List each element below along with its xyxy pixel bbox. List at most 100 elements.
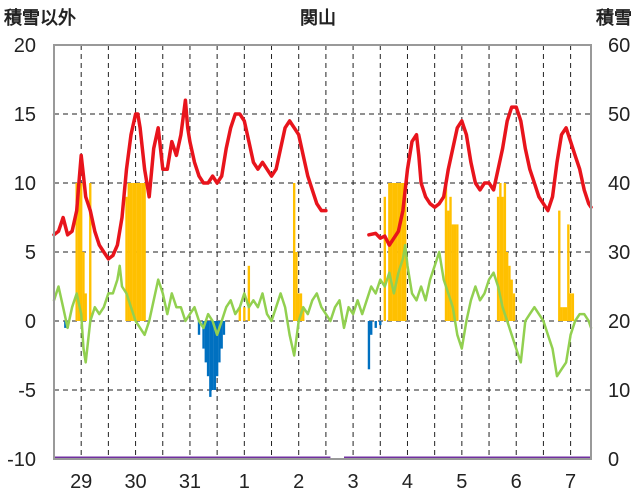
right-tick-labels: 0 10 20 30 40 50 60 xyxy=(608,35,630,471)
right-tick-label: 20 xyxy=(608,311,630,333)
snowfall-bar xyxy=(569,293,572,321)
left-axis-label: 積雪以外 xyxy=(3,7,76,29)
day-tick-label: 6 xyxy=(511,471,522,493)
negative-bar xyxy=(379,321,382,326)
snowfall-bar xyxy=(77,183,81,321)
negative-bar xyxy=(370,321,373,335)
negative-bar xyxy=(202,321,205,349)
snowfall-bar xyxy=(390,183,393,321)
negative-bar xyxy=(209,321,212,397)
snowfall-bar xyxy=(501,196,504,321)
snowfall-bar xyxy=(453,224,457,321)
snowfall-bar xyxy=(299,293,303,321)
snowfall-bar xyxy=(138,183,142,321)
negative-bar xyxy=(215,321,219,377)
snowfall-bar xyxy=(444,183,448,321)
day-tick-label: 2 xyxy=(293,471,304,493)
negative-bar xyxy=(222,321,226,335)
snowfall-bar xyxy=(247,265,251,321)
snowfall-bar xyxy=(558,210,561,321)
temperature-line xyxy=(52,243,593,378)
left-tick-label: 0 xyxy=(25,311,36,333)
snowfall-bar xyxy=(143,183,146,321)
snowfall-bar xyxy=(292,183,296,321)
snowfall-bar xyxy=(397,183,400,321)
negative-bars xyxy=(64,321,382,397)
negative-bar xyxy=(367,321,371,370)
snowfall-bar xyxy=(84,293,87,321)
snowfall-bar xyxy=(238,307,241,321)
snowfall-bar xyxy=(295,252,298,321)
chart-title: 関山 xyxy=(300,8,336,29)
negative-bar xyxy=(220,321,223,349)
right-tick-label: 0 xyxy=(608,449,619,471)
snowfall-bar xyxy=(82,252,85,321)
snowfall-bar xyxy=(451,224,454,321)
snowfall-bar xyxy=(399,183,402,321)
snow_depth_b-line xyxy=(367,105,593,247)
left-tick-label: 5 xyxy=(25,242,36,264)
left-tick-label: -5 xyxy=(18,380,36,402)
left-tick-label: -10 xyxy=(7,449,36,471)
negative-bar xyxy=(204,321,207,363)
day-tick-label: 31 xyxy=(179,471,201,493)
day-tick-label: 1 xyxy=(239,471,250,493)
negative-bar xyxy=(197,321,201,335)
snowfall-bar xyxy=(449,196,452,321)
snowfall-bar xyxy=(383,196,386,321)
snowfall-bar xyxy=(567,224,570,321)
negative-bar xyxy=(218,321,221,363)
snowfall-bar xyxy=(560,307,563,321)
snowfall-bar xyxy=(136,183,140,321)
right-tick-label: 30 xyxy=(608,242,630,264)
right-tick-label: 60 xyxy=(608,35,630,57)
snowfall-bar xyxy=(388,183,391,321)
negative-bar xyxy=(211,321,214,390)
snowfall-bar xyxy=(129,183,133,321)
right-tick-label: 10 xyxy=(608,380,630,402)
negative-bar xyxy=(213,321,217,390)
day-tick-label: 30 xyxy=(124,471,146,493)
snowfall-bar xyxy=(505,252,509,321)
snowfall-bar xyxy=(499,183,502,321)
snowfall-bar xyxy=(512,293,516,321)
snowfall-bar xyxy=(141,183,144,321)
snowfall-bar xyxy=(508,265,511,321)
snowfall-bar xyxy=(564,307,568,321)
snowfall-bar xyxy=(89,183,92,321)
snowfall-bar xyxy=(503,183,507,321)
snowfall-bar xyxy=(496,196,500,321)
snowfall-bar xyxy=(297,293,300,321)
snowfall-bar xyxy=(394,183,398,321)
left-tick-label: 20 xyxy=(14,35,36,57)
day-tick-label: 5 xyxy=(456,471,467,493)
negative-bar xyxy=(206,321,210,377)
snowfall-bar xyxy=(456,224,459,321)
snowfall-bar xyxy=(571,293,575,321)
day-tick-label: 3 xyxy=(348,471,359,493)
snowfall-bar xyxy=(447,210,450,321)
snowfall-bar xyxy=(243,307,246,321)
grid-lines xyxy=(54,45,591,459)
snowfall-bar xyxy=(127,183,130,321)
right-tick-label: 40 xyxy=(608,173,630,195)
right-tick-label: 50 xyxy=(608,104,630,126)
snowfall-bar xyxy=(132,183,135,321)
snow_depth-line xyxy=(52,98,328,261)
day-tick-labels: 29 30 31 1 2 3 4 5 6 7 xyxy=(70,471,576,493)
snowfall-bar xyxy=(134,183,137,321)
negative-bar xyxy=(64,321,67,328)
plot-frame xyxy=(53,44,592,460)
snowfall-bar xyxy=(125,196,128,321)
day-tick-label: 4 xyxy=(402,471,413,493)
snowfall-bar xyxy=(80,183,83,321)
right-axis-label: 積雪 xyxy=(595,7,632,29)
left-tick-label: 10 xyxy=(14,173,36,195)
negative-bar xyxy=(374,321,377,328)
snowfall-bar xyxy=(510,279,513,321)
snowfall-bar xyxy=(75,183,78,321)
snowfall-bar xyxy=(562,307,565,321)
day-tick-label: 29 xyxy=(70,471,92,493)
left-tick-label: 15 xyxy=(14,104,36,126)
